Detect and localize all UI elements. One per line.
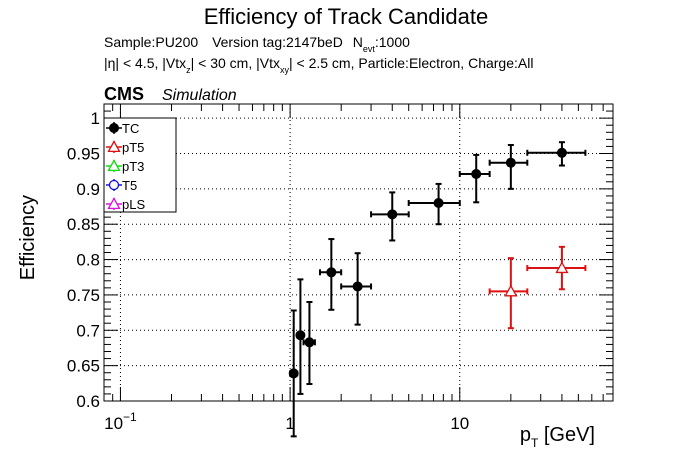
nevt-n: N xyxy=(353,34,363,50)
marker xyxy=(504,284,518,297)
legend-entry-pt3: pT3 xyxy=(106,159,144,174)
data-marks xyxy=(288,141,587,438)
data-point-tc xyxy=(407,182,461,226)
marker xyxy=(288,368,299,379)
data-point-tc xyxy=(295,278,306,395)
marker xyxy=(304,337,315,348)
legend-entry-pls: pLS xyxy=(106,197,145,212)
marker xyxy=(505,157,516,168)
legend-marker xyxy=(107,159,121,172)
x-axis-label-p: p xyxy=(520,424,531,446)
x-axis-label-sub: T xyxy=(531,436,539,450)
legend: TC pT5 pT3 T5 pLS xyxy=(103,117,177,213)
nevt-sub: evt xyxy=(363,44,376,54)
cut-sub-z: z xyxy=(186,65,191,75)
y-axis-label: Efficiency xyxy=(17,195,39,280)
legend-entry-t5: T5 xyxy=(106,178,137,193)
data-point-tc xyxy=(302,301,316,386)
x-tick-base: 10 xyxy=(450,414,469,433)
y-tick-label: 0.65 xyxy=(67,357,100,376)
legend-label: T5 xyxy=(122,178,137,193)
marker xyxy=(471,169,482,180)
marker xyxy=(352,281,363,292)
x-tick-label: 10 xyxy=(450,414,469,433)
data-point-tc xyxy=(340,252,373,326)
version-tag: Version tag:2147beD xyxy=(212,34,343,50)
nevt-value: :1000 xyxy=(375,34,410,50)
x-tick-base: 10 xyxy=(104,414,123,433)
x-tick-label: 10−1 xyxy=(104,410,137,433)
data-point-tc xyxy=(318,238,343,311)
simulation-label: Simulation xyxy=(162,87,237,104)
y-tick-label: 1 xyxy=(91,109,100,128)
cut-vtxz-vtxxy: | < 30 cm, |Vtx xyxy=(191,55,280,71)
y-tick-label: 0.6 xyxy=(76,392,100,411)
x-axis-label-unit: [GeV] xyxy=(538,424,595,446)
x-tick-base: 1 xyxy=(285,414,294,433)
x-axis-label: pT [GeV] xyxy=(520,424,595,450)
marker xyxy=(556,147,567,158)
legend-marker xyxy=(108,179,120,191)
legend-entry-pt5: pT5 xyxy=(106,140,144,155)
marker xyxy=(326,267,337,278)
y-tick-label: 0.9 xyxy=(76,180,100,199)
data-point-pt5 xyxy=(488,257,529,330)
subtitle-line-2: |η| < 4.5, |Vtxz| < 30 cm, |Vtxxy| < 2.5… xyxy=(104,55,533,75)
data-point-tc xyxy=(488,144,529,190)
legend-marker xyxy=(107,140,121,153)
legend-label: pT5 xyxy=(122,140,144,155)
data-point-tc xyxy=(288,309,299,438)
legend-marker xyxy=(109,123,119,133)
legend-entry-tc: TC xyxy=(106,121,139,136)
cut-sub-xy: xy xyxy=(280,65,290,75)
data-point-tc xyxy=(458,153,491,204)
marker xyxy=(433,198,444,208)
y-tick-label: 0.85 xyxy=(67,215,100,234)
legend-label: pT3 xyxy=(122,159,144,174)
y-tick-label: 0.7 xyxy=(76,321,100,340)
y-tick-label: 0.75 xyxy=(67,286,100,305)
data-point-pt5 xyxy=(526,245,587,291)
cut-rest: | < 2.5 cm, Particle:Electron, Charge:Al… xyxy=(289,55,533,71)
x-tick-label: 1 xyxy=(285,414,294,433)
cut-eta-vtxz: |η| < 4.5, |Vtx xyxy=(104,55,186,71)
marker xyxy=(295,330,306,341)
y-tick-label: 0.8 xyxy=(76,251,100,270)
x-tick-exponent: −1 xyxy=(123,410,137,424)
legend-label: TC xyxy=(122,121,139,136)
cms-label: CMS xyxy=(104,84,144,104)
chart-title: Efficiency of Track Candidate xyxy=(204,4,489,29)
legend-marker xyxy=(107,197,121,210)
subtitle-line-1: Sample:PU200 Version tag:2147beD Nevt:10… xyxy=(104,34,410,54)
data-point-tc xyxy=(370,191,410,242)
data-point-tc xyxy=(526,141,587,167)
y-tick-label: 0.95 xyxy=(67,145,100,164)
sample-label: Sample:PU200 xyxy=(104,34,198,50)
marker xyxy=(555,261,569,274)
marker xyxy=(387,209,398,220)
legend-label: pLS xyxy=(122,197,145,212)
